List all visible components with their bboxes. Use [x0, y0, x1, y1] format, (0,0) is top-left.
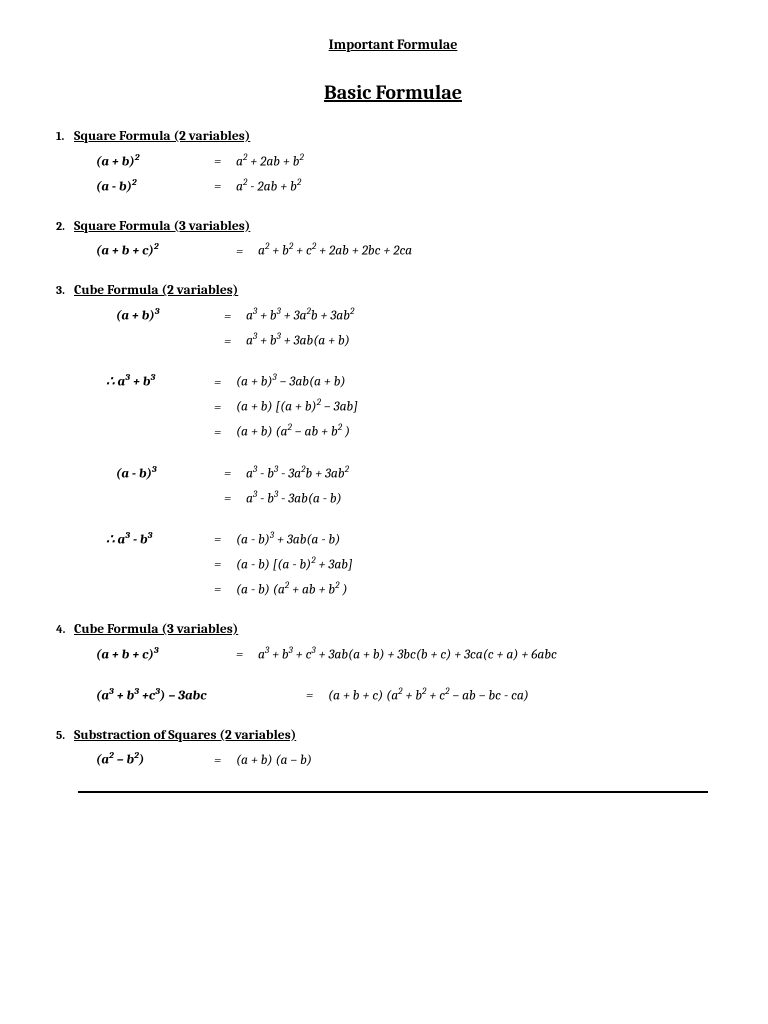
formula-item: 4.Cube Formula (3 variables)(a + b + c)3… — [78, 619, 708, 707]
item-title: Square Formula (3 variables) — [74, 219, 250, 234]
formula-row: =(a - b) [(a - b)2 + 3ab] — [96, 553, 708, 576]
formula-row: (a2 – b2)=(a + b) (a – b) — [96, 748, 708, 771]
formula-item: 1.Square Formula (2 variables)(a + b)2=a… — [78, 126, 708, 198]
formula-lhs: (a2 – b2) — [96, 748, 214, 771]
formula-row: (a + b)3=a3 + b3 + 3a2b + 3ab2 — [96, 304, 708, 327]
formula-item: 5.Substraction of Squares (2 variables)(… — [78, 725, 708, 772]
equals-sign: = — [214, 579, 236, 601]
formula-row: =a3 - b3 - 3ab(a - b) — [96, 487, 708, 510]
formula-row: (a + b + c)3=a3 + b3 + c3 + 3ab(a + b) +… — [96, 643, 708, 666]
formula-row: (a + b)2=a2 + 2ab + b2 — [96, 150, 708, 173]
formula-lhs: ∴ a3 + b3 — [96, 370, 214, 393]
formula-lhs: (a + b)3 — [96, 304, 224, 327]
formula-rhs: a3 + b3 + 3ab(a + b) — [246, 329, 350, 352]
equals-sign: = — [224, 331, 246, 353]
formula-row: ∴ a3 - b3=(a - b)3 + 3ab(a - b) — [96, 528, 708, 551]
equals-sign: = — [236, 644, 258, 666]
formula-row: =a3 + b3 + 3ab(a + b) — [96, 329, 708, 352]
item-number: 2. — [56, 217, 74, 236]
equals-sign: = — [214, 397, 236, 419]
item-title: Substraction of Squares (2 variables) — [74, 728, 296, 743]
formula-rhs: a2 + 2ab + b2 — [236, 150, 304, 173]
item-number: 4. — [56, 620, 74, 639]
item-title: Square Formula (2 variables) — [74, 129, 250, 144]
formula-rhs: (a + b + c) (a2 + b2 + c2 – ab – bc - ca… — [328, 684, 529, 707]
formula-list: 1.Square Formula (2 variables)(a + b)2=a… — [78, 126, 708, 771]
equals-sign: = — [214, 554, 236, 576]
equals-sign: = — [236, 241, 258, 263]
formula-rhs: a3 + b3 + c3 + 3ab(a + b) + 3bc(b + c) +… — [258, 643, 557, 666]
equals-sign: = — [214, 176, 236, 198]
formula-rhs: (a - b) (a2 + ab + b2 ) — [236, 578, 347, 601]
formula-lhs: (a - b)2 — [96, 175, 214, 198]
section-title: Basic Formulae — [78, 81, 708, 104]
formula-rhs: (a + b) (a – b) — [236, 750, 312, 772]
document-page: Important Formulae Basic Formulae 1.Squa… — [0, 0, 768, 1024]
formula-rhs: (a + b)3 – 3ab(a + b) — [236, 370, 345, 393]
equals-sign: = — [224, 463, 246, 485]
formula-lhs: (a3 + b3 +c3) – 3abc — [96, 684, 306, 707]
document-title: Important Formulae — [78, 36, 708, 53]
formula-row: (a - b)2=a2 - 2ab + b2 — [96, 175, 708, 198]
item-number: 5. — [56, 726, 74, 745]
formula-rhs: a2 + b2 + c2 + 2ab + 2bc + 2ca — [258, 239, 412, 262]
equals-sign: = — [214, 750, 236, 772]
item-title: Cube Formula (2 variables) — [74, 283, 238, 298]
bottom-rule — [78, 791, 708, 793]
formula-row: =(a - b) (a2 + ab + b2 ) — [96, 578, 708, 601]
formula-rhs: a3 - b3 - 3ab(a - b) — [246, 487, 342, 510]
equals-sign: = — [224, 306, 246, 328]
formula-item: 3.Cube Formula (2 variables)(a + b)3=a3 … — [78, 280, 708, 601]
formula-lhs: ∴ a3 - b3 — [96, 528, 214, 551]
formula-lhs: (a + b + c)2 — [96, 239, 236, 262]
formula-row: (a3 + b3 +c3) – 3abc=(a + b + c) (a2 + b… — [96, 684, 708, 707]
formula-lhs: (a + b)2 — [96, 150, 214, 173]
equals-sign: = — [224, 488, 246, 510]
item-number: 1. — [56, 127, 74, 146]
formula-rhs: a2 - 2ab + b2 — [236, 175, 301, 198]
formula-rhs: (a + b) [(a + b)2 – 3ab] — [236, 395, 358, 418]
formula-row: ∴ a3 + b3=(a + b)3 – 3ab(a + b) — [96, 370, 708, 393]
equals-sign: = — [214, 529, 236, 551]
formula-row: =(a + b) [(a + b)2 – 3ab] — [96, 395, 708, 418]
formula-row: (a - b)3=a3 - b3 - 3a2b + 3ab2 — [96, 462, 708, 485]
formula-item: 2.Square Formula (3 variables)(a + b + c… — [78, 216, 708, 263]
formula-lhs: (a - b)3 — [96, 462, 224, 485]
formula-row: (a + b + c)2=a2 + b2 + c2 + 2ab + 2bc + … — [96, 239, 708, 262]
formula-row: =(a + b) (a2 – ab + b2 ) — [96, 420, 708, 443]
formula-rhs: (a - b) [(a - b)2 + 3ab] — [236, 553, 353, 576]
formula-rhs: a3 + b3 + 3a2b + 3ab2 — [246, 304, 354, 327]
equals-sign: = — [214, 151, 236, 173]
formula-lhs: (a + b + c)3 — [96, 643, 236, 666]
equals-sign: = — [214, 372, 236, 394]
equals-sign: = — [214, 422, 236, 444]
formula-rhs: (a - b)3 + 3ab(a - b) — [236, 528, 340, 551]
item-title: Cube Formula (3 variables) — [74, 622, 238, 637]
formula-rhs: (a + b) (a2 – ab + b2 ) — [236, 420, 350, 443]
equals-sign: = — [306, 685, 328, 707]
item-number: 3. — [56, 281, 74, 300]
formula-rhs: a3 - b3 - 3a2b + 3ab2 — [246, 462, 349, 485]
